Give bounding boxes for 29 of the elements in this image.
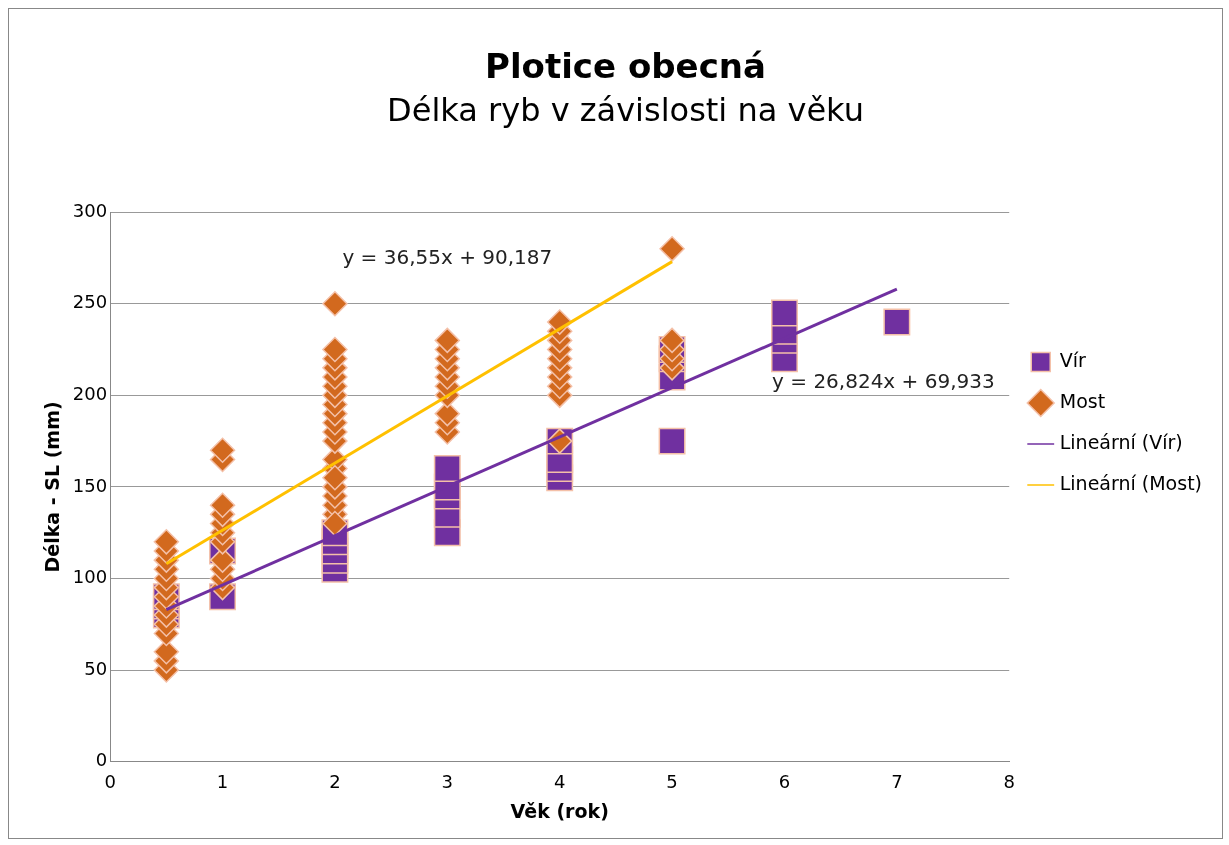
legend-label: Lineární (Most) bbox=[1059, 471, 1203, 494]
y-tick-label: 150 bbox=[72, 474, 108, 496]
y-tick-label: 50 bbox=[84, 657, 108, 679]
x-tick-label: 6 bbox=[778, 771, 791, 793]
y-axis-title: Délka - SL (mm) bbox=[41, 401, 64, 573]
x-tick-label: 8 bbox=[1003, 771, 1015, 793]
legend-label: Lineární (Vír) bbox=[1059, 430, 1183, 453]
annotation: y = 36,55x + 90,187 bbox=[342, 245, 553, 270]
point bbox=[658, 427, 686, 455]
legend-label: Most bbox=[1059, 389, 1106, 412]
y-tick-label: 300 bbox=[72, 199, 108, 221]
y-tick-label: 0 bbox=[95, 749, 108, 771]
point bbox=[433, 455, 461, 483]
point bbox=[883, 308, 911, 336]
x-tick-label: 7 bbox=[891, 771, 903, 793]
y-tick-label: 100 bbox=[72, 566, 108, 588]
x-tick-label: 2 bbox=[329, 771, 341, 793]
x-tick-label: 3 bbox=[441, 771, 454, 793]
point bbox=[770, 299, 798, 327]
x-tick-label: 4 bbox=[553, 771, 566, 793]
annotation: y = 26,824x + 69,933 bbox=[772, 368, 995, 393]
chart-title: Plotice obecná bbox=[485, 46, 766, 87]
chart-subtitle: Délka ryb v závislosti na věku bbox=[387, 91, 864, 130]
y-tick-label: 250 bbox=[72, 291, 108, 313]
x-tick-label: 1 bbox=[216, 771, 229, 793]
y-tick-label: 200 bbox=[72, 383, 108, 405]
x-tick-label: 5 bbox=[666, 771, 678, 793]
x-axis-title: Věk (rok) bbox=[510, 799, 609, 822]
legend-label: Vír bbox=[1059, 348, 1087, 371]
